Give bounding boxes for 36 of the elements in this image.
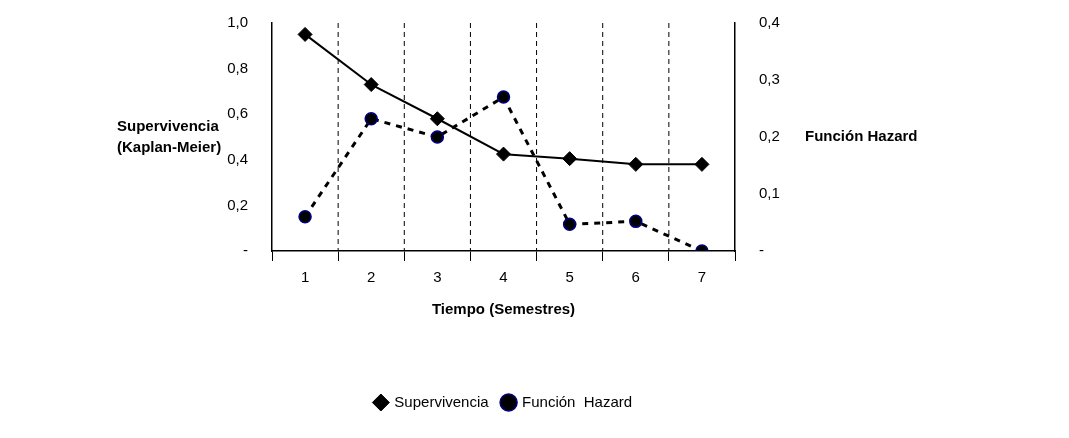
point <box>298 210 312 224</box>
x-tick-label: 6 <box>631 268 640 286</box>
y2-tick-label: 0,4 <box>759 13 780 31</box>
point <box>429 111 445 127</box>
x-tick-label: 5 <box>565 268 574 286</box>
x-tick-label: 7 <box>697 268 707 286</box>
point <box>363 77 379 93</box>
y-axis-title: Supervivencia (Kaplan-Meier) <box>117 116 222 155</box>
y-tick-label: 1,0 <box>227 13 248 31</box>
legend-label: Supervivencia <box>394 392 490 410</box>
point <box>430 130 445 144</box>
point <box>364 112 378 126</box>
point <box>562 151 578 167</box>
y-tick-label: - <box>243 241 248 259</box>
point <box>496 90 511 104</box>
point <box>496 146 511 162</box>
y2-tick-label: 0,3 <box>759 70 780 88</box>
point <box>628 156 644 172</box>
x-tick-label: 2 <box>367 268 376 286</box>
point <box>562 217 577 231</box>
x-tick-label: 3 <box>433 268 442 286</box>
y2-axis-title: Función Hazard <box>805 127 918 145</box>
x-tick-label: 4 <box>499 268 508 286</box>
x-tick-label: 1 <box>300 268 310 286</box>
legend-label: Función Hazard <box>522 392 633 410</box>
point <box>297 26 313 42</box>
point <box>694 156 710 172</box>
y-tick-label: 0,8 <box>227 58 248 76</box>
y-tick-label: 0,2 <box>227 195 248 213</box>
y-tick-label: 0,6 <box>227 104 248 122</box>
point <box>629 214 643 229</box>
y2-tick-label: 0,2 <box>759 127 780 145</box>
y2-tick-label: 0,1 <box>759 184 780 202</box>
x-axis-title: Tiempo (Semestres) <box>431 300 576 318</box>
y2-tick-label: - <box>759 241 764 259</box>
y-tick-label: 0,4 <box>227 149 248 167</box>
